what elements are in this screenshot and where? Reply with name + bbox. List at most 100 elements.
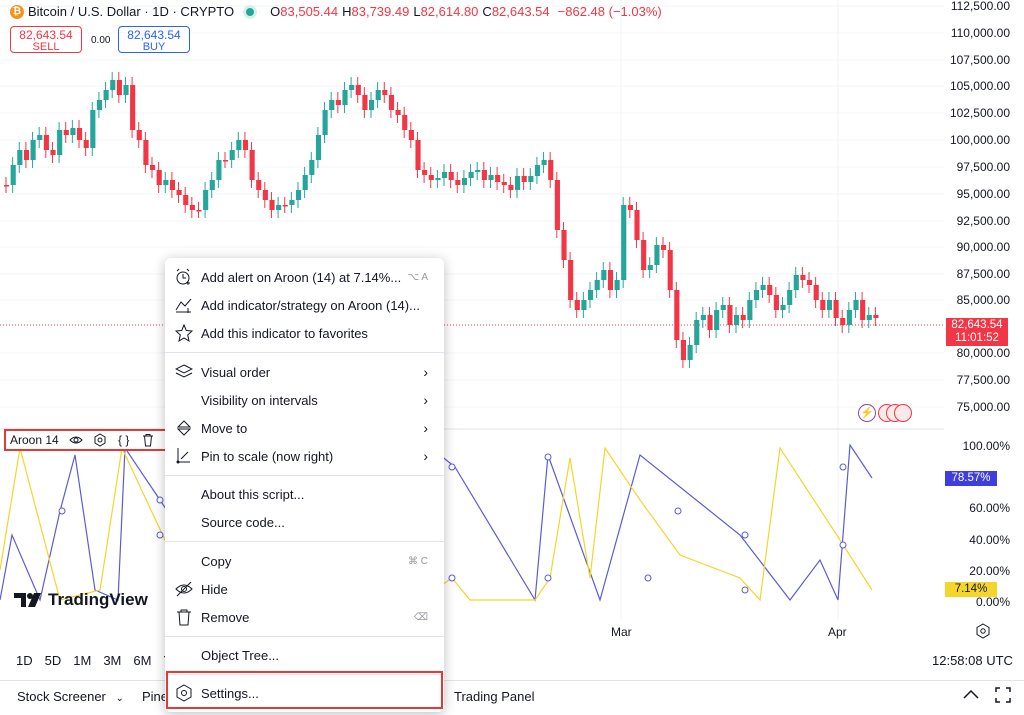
aroon-marker <box>674 507 682 515</box>
candle <box>17 150 23 165</box>
utc-clock[interactable]: 12:58:08 UTC <box>932 653 1013 668</box>
ohlc-key: H <box>342 4 352 19</box>
candle <box>30 140 36 160</box>
candle <box>282 205 288 207</box>
time-label-mar: Mar <box>611 625 632 639</box>
ohlc-value: 82,643.54 <box>491 4 550 19</box>
timeframe-button[interactable]: 1M <box>73 653 92 668</box>
menu-object-tree[interactable]: Object Tree... <box>165 641 444 669</box>
lightning-icon[interactable]: ⚡ <box>858 404 876 422</box>
aroon-axis-label: 40.00% <box>969 533 1010 547</box>
menu-visual-order[interactable]: Visual order › <box>165 358 444 386</box>
aroon-marker <box>741 586 749 594</box>
chevron-right-icon: › <box>423 448 428 464</box>
stock-screener-tab[interactable]: Stock Screener ⌄ <box>17 689 124 704</box>
candle <box>169 180 176 190</box>
menu-settings[interactable]: Settings... <box>165 679 444 707</box>
candle <box>335 100 341 105</box>
sell-button[interactable]: 82,643.54 SELL <box>10 26 82 53</box>
pin-scale-icon <box>174 446 194 466</box>
eye-icon[interactable] <box>68 433 83 447</box>
aroon-marker <box>839 541 847 549</box>
menu-add-favorites[interactable]: Add this indicator to favorites <box>165 319 444 347</box>
candle <box>176 190 182 195</box>
candle <box>773 295 779 310</box>
axis-settings-icon[interactable] <box>975 623 991 639</box>
candle <box>4 185 10 187</box>
candle <box>488 175 494 180</box>
settings-icon[interactable] <box>93 433 107 447</box>
price-axis-label: 90,000.00 <box>956 240 1010 254</box>
bitcoin-icon: ₿ <box>10 4 24 19</box>
candle <box>382 90 388 95</box>
candle <box>581 300 587 310</box>
candle <box>760 285 766 290</box>
menu-hide[interactable]: Hide <box>165 575 444 603</box>
candle <box>388 95 395 110</box>
chevron-right-icon: › <box>423 364 428 380</box>
candle <box>269 200 275 210</box>
candle <box>349 85 355 90</box>
menu-add-alert[interactable]: Add alert on Aroon (14) at 7.14%... ⌥ A <box>165 263 444 291</box>
candle <box>43 135 49 150</box>
timeframe-button[interactable]: 6M <box>133 653 152 668</box>
economic-event-icon[interactable] <box>894 404 912 422</box>
candle <box>189 205 195 210</box>
candle <box>568 260 574 300</box>
sell-label: SELL <box>32 41 60 53</box>
collapse-panel-icon[interactable] <box>962 688 980 702</box>
menu-source-code[interactable]: Source code... <box>165 508 444 536</box>
candle <box>362 95 368 110</box>
menu-copy[interactable]: Copy ⌘ C <box>165 547 444 575</box>
indicator-legend[interactable]: Aroon 14 { } <box>4 429 170 451</box>
menu-remove[interactable]: Remove ⌫ <box>165 603 444 631</box>
candle <box>183 195 189 205</box>
aroon-axis-label: 20.00% <box>969 564 1010 578</box>
candle <box>50 150 56 155</box>
source-code-icon[interactable]: { } <box>118 433 130 447</box>
ohlc-value: 83,739.49 <box>351 4 410 19</box>
aroon-up-line <box>0 445 873 602</box>
timeframe-button[interactable]: 5D <box>44 653 62 668</box>
ohlc-value: 83,505.44 <box>280 4 339 19</box>
chart-canvas[interactable] <box>0 0 944 640</box>
chart-grid <box>0 0 944 620</box>
candle <box>813 285 819 300</box>
candle <box>667 250 673 290</box>
candle <box>468 172 474 178</box>
spread-value: 0.00 <box>91 35 111 46</box>
menu-about-script[interactable]: About this script... <box>165 480 444 508</box>
menu-add-indicator[interactable]: Add indicator/strategy on Aroon (14)... <box>165 291 444 319</box>
eye-slash-icon <box>174 579 194 599</box>
trash-icon[interactable] <box>141 433 155 447</box>
ohlc-key: C <box>482 4 492 19</box>
timeframe-button[interactable]: 3M <box>103 653 122 668</box>
events-icons[interactable]: ⚡ <box>858 404 912 422</box>
price-axis-label: 75,000.00 <box>956 400 1010 414</box>
trading-panel-tab[interactable]: Trading Panel <box>454 689 535 704</box>
timeframe-button[interactable]: 1D <box>16 653 33 668</box>
menu-move-to[interactable]: Move to › <box>165 414 444 442</box>
candle <box>395 110 401 115</box>
candle <box>130 85 136 130</box>
candle <box>103 90 109 100</box>
indicator-name[interactable]: Aroon 14 <box>10 433 59 447</box>
aroon-axis-label: 0.00% <box>975 595 1010 609</box>
price-axis-label: 77,500.00 <box>956 373 1010 387</box>
candle <box>515 176 521 190</box>
ohlc-values: O83,505.44 H83,739.49 L82,614.80 C82,643.54 <box>270 4 554 19</box>
buy-label: BUY <box>142 41 166 53</box>
candle <box>163 180 169 185</box>
aroon-axis-label: 60.00% <box>969 501 1010 515</box>
menu-pin-scale[interactable]: Pin to scale (now right) › <box>165 442 444 470</box>
symbol-title[interactable]: Bitcoin / U.S. Dollar · 1D · CRYPTO <box>28 4 235 19</box>
candle <box>753 290 760 300</box>
candle <box>680 340 687 360</box>
maximize-panel-icon[interactable] <box>994 686 1012 704</box>
buy-button[interactable]: 82,643.54 BUY <box>118 26 190 53</box>
chevron-down-icon: ⌄ <box>115 693 124 704</box>
menu-visibility[interactable]: Visibility on intervals › <box>165 386 444 414</box>
pine-editor-tab[interactable]: Pine <box>142 689 169 704</box>
candle <box>727 305 733 325</box>
chevron-right-icon: › <box>423 392 428 408</box>
